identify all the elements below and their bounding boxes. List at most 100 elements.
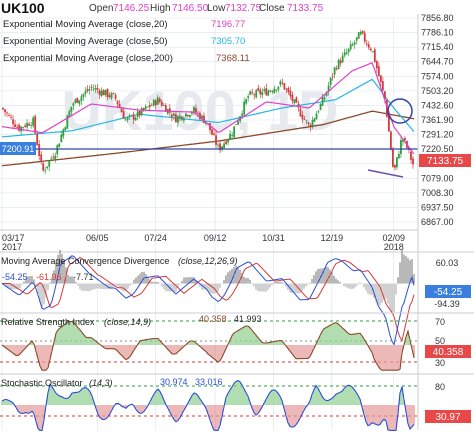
candle-body bbox=[369, 48, 372, 51]
close-badge: 7133.75 bbox=[427, 156, 464, 167]
candle-body bbox=[315, 113, 318, 120]
candle-body bbox=[249, 91, 252, 95]
candle-body bbox=[391, 149, 394, 167]
price-tick-label: 7008.30 bbox=[421, 188, 454, 198]
date-tick-label: 07/24 bbox=[144, 233, 167, 243]
rsi-axis-70: 70 bbox=[435, 317, 445, 327]
date-tick-label: 02/09 bbox=[382, 233, 405, 243]
price-watermark: UK100, 1D bbox=[61, 79, 338, 142]
candle-body bbox=[375, 61, 378, 69]
ema200-legend: Exponential Moving Average (close,200) bbox=[3, 53, 173, 64]
candle-body bbox=[24, 125, 27, 127]
candle-body bbox=[203, 115, 205, 124]
candle-body bbox=[241, 113, 244, 116]
candle-body bbox=[339, 60, 342, 64]
candle-body bbox=[243, 101, 246, 115]
candle-body bbox=[201, 115, 203, 119]
ema50-value: 7305.70 bbox=[211, 36, 245, 47]
candle-body bbox=[253, 94, 256, 96]
candle-body bbox=[367, 44, 370, 48]
candle-body bbox=[54, 155, 57, 160]
stoch-badge: 30.97 bbox=[435, 412, 460, 423]
candle-body bbox=[182, 118, 185, 121]
candle-body bbox=[349, 44, 352, 50]
ema50-legend: Exponential Moving Average (close,50) bbox=[3, 36, 168, 47]
candle-body bbox=[88, 89, 91, 91]
candle-body bbox=[213, 133, 215, 135]
candle-body bbox=[269, 90, 272, 92]
candle-body bbox=[122, 111, 125, 119]
candle-body bbox=[321, 97, 324, 106]
macd-value-1: -54.25 bbox=[2, 272, 28, 282]
candle-body bbox=[142, 108, 145, 111]
candle-body bbox=[385, 100, 388, 117]
candle-body bbox=[373, 49, 376, 62]
macd-main-path bbox=[1, 255, 415, 347]
candle-body bbox=[86, 89, 89, 92]
date-tick-label: 03/17 bbox=[2, 233, 25, 243]
ema200-line bbox=[1, 110, 415, 167]
candle-body bbox=[114, 94, 117, 99]
candle-body bbox=[92, 88, 95, 90]
rsi-value-2: 41.993 bbox=[234, 314, 262, 324]
candle-body bbox=[48, 160, 51, 167]
candle-body bbox=[303, 119, 306, 120]
stoch-value-2: 33.016 bbox=[195, 377, 223, 387]
candle-body bbox=[58, 143, 61, 148]
candle-body bbox=[281, 82, 284, 84]
candle-body bbox=[156, 97, 159, 105]
candle-body bbox=[383, 91, 386, 100]
candle-body bbox=[76, 97, 79, 103]
candle-body bbox=[130, 115, 133, 116]
candle-body bbox=[160, 101, 163, 106]
candle-body bbox=[377, 66, 380, 77]
candle-body bbox=[32, 117, 35, 126]
candle-body bbox=[211, 129, 213, 135]
candle-body bbox=[323, 97, 326, 100]
candle-body bbox=[317, 111, 320, 113]
candle-body bbox=[301, 114, 304, 120]
candle-body bbox=[287, 87, 290, 93]
candle-body bbox=[138, 110, 141, 116]
macd-value-2: -61.96 bbox=[36, 272, 62, 282]
candle-body bbox=[30, 125, 33, 126]
macd-title: Moving Average Convergence Divergence bbox=[1, 256, 169, 266]
rsi-axis-50: 50 bbox=[435, 336, 445, 346]
trend-line[interactable] bbox=[367, 169, 404, 178]
candle-body bbox=[110, 93, 113, 99]
ema20-legend: Exponential Moving Average (close,20) bbox=[3, 19, 168, 30]
ema50-line-path bbox=[1, 78, 415, 138]
ema20-value: 7196.77 bbox=[211, 19, 245, 30]
candle-body bbox=[162, 105, 165, 106]
candle-body bbox=[209, 123, 211, 131]
candle-body bbox=[104, 89, 107, 96]
macd-badge-box bbox=[425, 285, 471, 298]
candle-body bbox=[289, 90, 292, 97]
candle-body bbox=[28, 123, 31, 126]
candle-body bbox=[379, 75, 382, 83]
high-label: High bbox=[150, 3, 171, 14]
candle-body bbox=[94, 87, 97, 90]
price-tick-label: 7574.00 bbox=[421, 71, 454, 81]
candle-body bbox=[343, 52, 346, 56]
candle-body bbox=[193, 107, 195, 112]
candle-body bbox=[355, 37, 358, 41]
candle-body bbox=[84, 91, 87, 95]
macd-axis-top: 60.03 bbox=[436, 258, 459, 268]
candle-body bbox=[363, 32, 366, 42]
candle-body bbox=[80, 96, 83, 101]
candle-body bbox=[313, 118, 316, 122]
candle-body bbox=[275, 89, 278, 91]
candle-body bbox=[219, 143, 221, 151]
candle-body bbox=[311, 119, 314, 128]
candle-body bbox=[12, 119, 14, 125]
candle-body bbox=[187, 114, 189, 117]
rsi-value-1: 40.358 bbox=[199, 314, 227, 324]
candle-body bbox=[329, 77, 332, 85]
candle-body bbox=[78, 100, 81, 104]
highlight-circle[interactable] bbox=[387, 98, 413, 124]
candle-body bbox=[387, 114, 390, 132]
ema20-line-path bbox=[1, 62, 415, 155]
candle-body bbox=[22, 127, 25, 128]
